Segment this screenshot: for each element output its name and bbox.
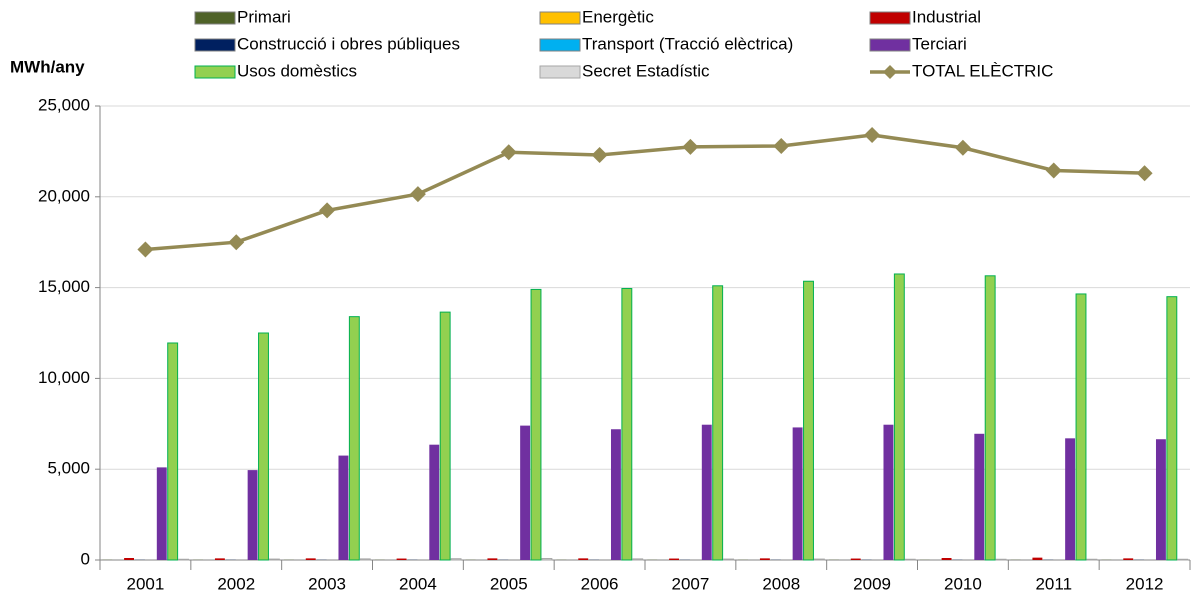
- line-marker: [1136, 165, 1153, 182]
- bar: [712, 285, 724, 561]
- bar: [156, 467, 167, 560]
- bar: [429, 444, 440, 560]
- bar: [669, 558, 680, 560]
- bar: [1155, 439, 1166, 560]
- line-marker: [682, 138, 699, 155]
- line-marker: [409, 186, 426, 203]
- bar: [995, 558, 1007, 561]
- bar: [541, 558, 553, 561]
- bar: [487, 558, 498, 560]
- bar: [258, 332, 269, 561]
- x-tick-label: 2009: [853, 574, 891, 593]
- y-tick-label: 10,000: [38, 368, 90, 387]
- legend-label: Terciari: [912, 34, 967, 53]
- legend-swatch: [869, 11, 911, 25]
- x-tick-label: 2011: [1035, 574, 1072, 593]
- legend-label: Industrial: [912, 7, 981, 26]
- y-tick-label: 20,000: [38, 186, 90, 205]
- bar: [1166, 296, 1178, 561]
- bar: [792, 427, 803, 560]
- bar: [610, 429, 621, 560]
- bar: [338, 455, 349, 560]
- bar: [1177, 558, 1189, 561]
- x-tick-label: 2003: [308, 574, 346, 593]
- bar: [520, 425, 531, 560]
- x-tick-label: 2001: [127, 574, 165, 593]
- legend-swatch: [194, 65, 236, 79]
- legend-swatch: [539, 38, 581, 52]
- bar: [803, 280, 814, 561]
- bar: [396, 558, 407, 560]
- bar: [621, 288, 633, 561]
- x-tick-label: 2007: [672, 574, 710, 593]
- line-marker: [954, 139, 971, 156]
- bar: [883, 424, 894, 560]
- line-marker: [773, 137, 790, 154]
- bar: [941, 558, 952, 560]
- line-marker: [228, 234, 245, 251]
- bar: [167, 342, 179, 561]
- bar: [904, 558, 916, 561]
- bar: [1075, 293, 1087, 561]
- legend-swatch: [883, 65, 897, 79]
- bar: [632, 558, 644, 561]
- bar: [723, 558, 735, 561]
- bar: [124, 558, 135, 560]
- bar: [813, 558, 825, 561]
- bar: [578, 558, 589, 560]
- bar: [214, 558, 225, 560]
- bar: [305, 558, 316, 560]
- bar: [348, 316, 360, 561]
- bar: [974, 433, 985, 560]
- legend-label: TOTAL ELÈCTRIC: [912, 61, 1053, 80]
- line-marker: [137, 241, 154, 258]
- bar: [759, 558, 770, 560]
- line-marker: [500, 144, 517, 161]
- y-tick-label: 25,000: [38, 95, 90, 114]
- legend-swatch: [539, 11, 581, 25]
- x-tick-label: 2006: [581, 574, 619, 593]
- x-tick-label: 2010: [944, 574, 982, 593]
- bar: [268, 558, 280, 561]
- bar: [450, 558, 462, 561]
- y-tick-label: 15,000: [38, 277, 90, 296]
- y-tick-label: 5,000: [47, 459, 90, 478]
- bar: [850, 558, 861, 560]
- x-tick-label: 2008: [762, 574, 800, 593]
- legend-swatch: [194, 38, 236, 52]
- line-marker: [591, 147, 608, 164]
- legend-label: Energètic: [582, 7, 654, 26]
- legend-label: Construcció i obres públiques: [237, 34, 460, 53]
- line-marker: [864, 127, 881, 144]
- x-tick-label: 2012: [1126, 574, 1164, 593]
- legend-swatch: [194, 11, 236, 25]
- y-axis-title: MWh/any: [10, 57, 85, 76]
- line-marker: [1045, 162, 1062, 179]
- bar: [1086, 558, 1098, 561]
- bar: [984, 275, 996, 561]
- legend-label: Usos domèstics: [237, 61, 357, 80]
- bar: [1065, 438, 1076, 560]
- bar: [1032, 557, 1043, 560]
- y-tick-label: 0: [81, 549, 90, 568]
- x-tick-label: 2005: [490, 574, 528, 593]
- bar: [1123, 558, 1134, 560]
- x-tick-label: 2002: [217, 574, 255, 593]
- bar: [701, 424, 712, 560]
- x-tick-label: 2004: [399, 574, 437, 593]
- legend-swatch: [539, 65, 581, 79]
- line-marker: [319, 202, 336, 219]
- bar: [359, 558, 371, 561]
- bar: [530, 288, 542, 561]
- legend-label: Primari: [237, 7, 291, 26]
- line: [145, 133, 1145, 252]
- bar: [178, 558, 190, 561]
- legend-label: Secret Estadístic: [582, 61, 710, 80]
- legend-label: Transport (Tracció elèctrica): [582, 34, 793, 53]
- bar: [893, 273, 905, 561]
- bar: [439, 311, 451, 561]
- legend-swatch: [869, 38, 911, 52]
- bar: [247, 470, 258, 560]
